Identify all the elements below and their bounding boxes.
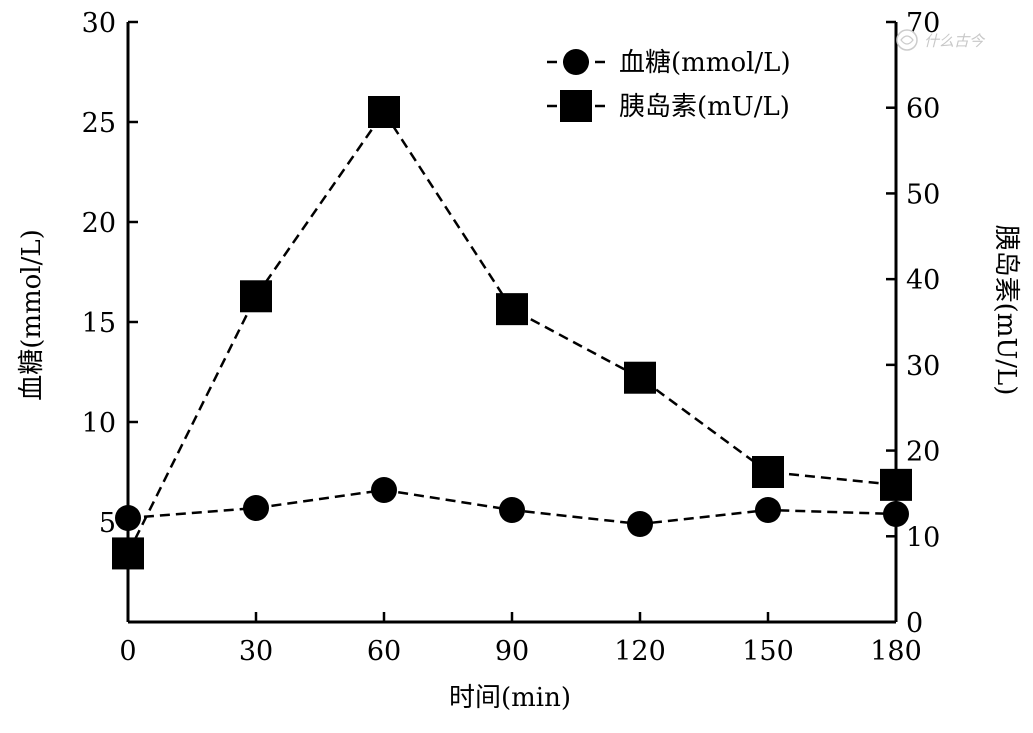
watermark-text: 什么古今 [924, 32, 986, 50]
right-y-tick-label: 10 [906, 522, 940, 553]
legend-1-label: 胰岛素(mU/L) [619, 92, 790, 122]
series-0-point [627, 511, 653, 537]
series-1-point [496, 293, 528, 326]
series-1-point [880, 468, 912, 501]
right-y-tick-label: 30 [906, 351, 940, 382]
watermark-logo-icon [896, 29, 918, 51]
series-0-point [243, 495, 269, 521]
right-y-tick-label: 70 [906, 8, 940, 39]
series-0-point [883, 501, 909, 527]
legend-0-marker [563, 49, 589, 75]
left-y-tick-label: 15 [82, 308, 116, 339]
series-1-point [112, 537, 144, 570]
x-axis-title: 时间(min) [449, 683, 571, 713]
series-layer [112, 96, 912, 570]
x-tick-label: 30 [239, 636, 273, 667]
left-y-axis-title: 血糖(mmol/L) [17, 229, 47, 401]
watermark-logo-icon-inner [900, 35, 914, 45]
legend-1-marker [560, 90, 592, 122]
series-1-point [240, 280, 272, 313]
axes: 0 30 60 90 120 150 180 5 10 15 20 25 30 0 10 20 30 40 50 60… [17, 8, 1021, 713]
x-tick-label: 0 [119, 636, 136, 667]
legend-0-label: 血糖(mmol/L) [619, 48, 791, 78]
right-y-axis-title: 胰岛素(mU/L) [991, 225, 1021, 396]
right-y-tick-label: 40 [906, 265, 940, 296]
left-y-tick-label: 30 [82, 8, 116, 39]
series-1-point [624, 361, 656, 394]
left-y-tick-label: 25 [82, 108, 116, 139]
right-y-tick-label: 20 [906, 437, 940, 468]
right-y-tick-label: 60 [906, 94, 940, 125]
series-0-point [755, 497, 781, 523]
left-y-tick-label: 10 [82, 408, 116, 439]
series-1-point [752, 456, 784, 488]
series-1-point [368, 96, 400, 128]
left-y-tick-label: 20 [82, 208, 116, 239]
watermark: 什么古今 [896, 29, 986, 51]
x-tick-label: 60 [367, 636, 401, 667]
right-y-tick-label: 50 [906, 179, 940, 210]
series-0-point [371, 477, 397, 503]
x-tick-label: 150 [742, 636, 794, 667]
series-0-point [499, 497, 525, 523]
x-tick-label: 120 [614, 636, 666, 667]
x-tick-label: 180 [870, 636, 922, 667]
legend: 血糖(mmol/L) 胰岛素(mU/L) [547, 48, 791, 122]
x-tick-label: 90 [495, 636, 529, 667]
series-0-point [115, 505, 141, 531]
left-y-tick-label: 5 [99, 508, 116, 539]
right-y-tick-label: 0 [906, 608, 923, 639]
